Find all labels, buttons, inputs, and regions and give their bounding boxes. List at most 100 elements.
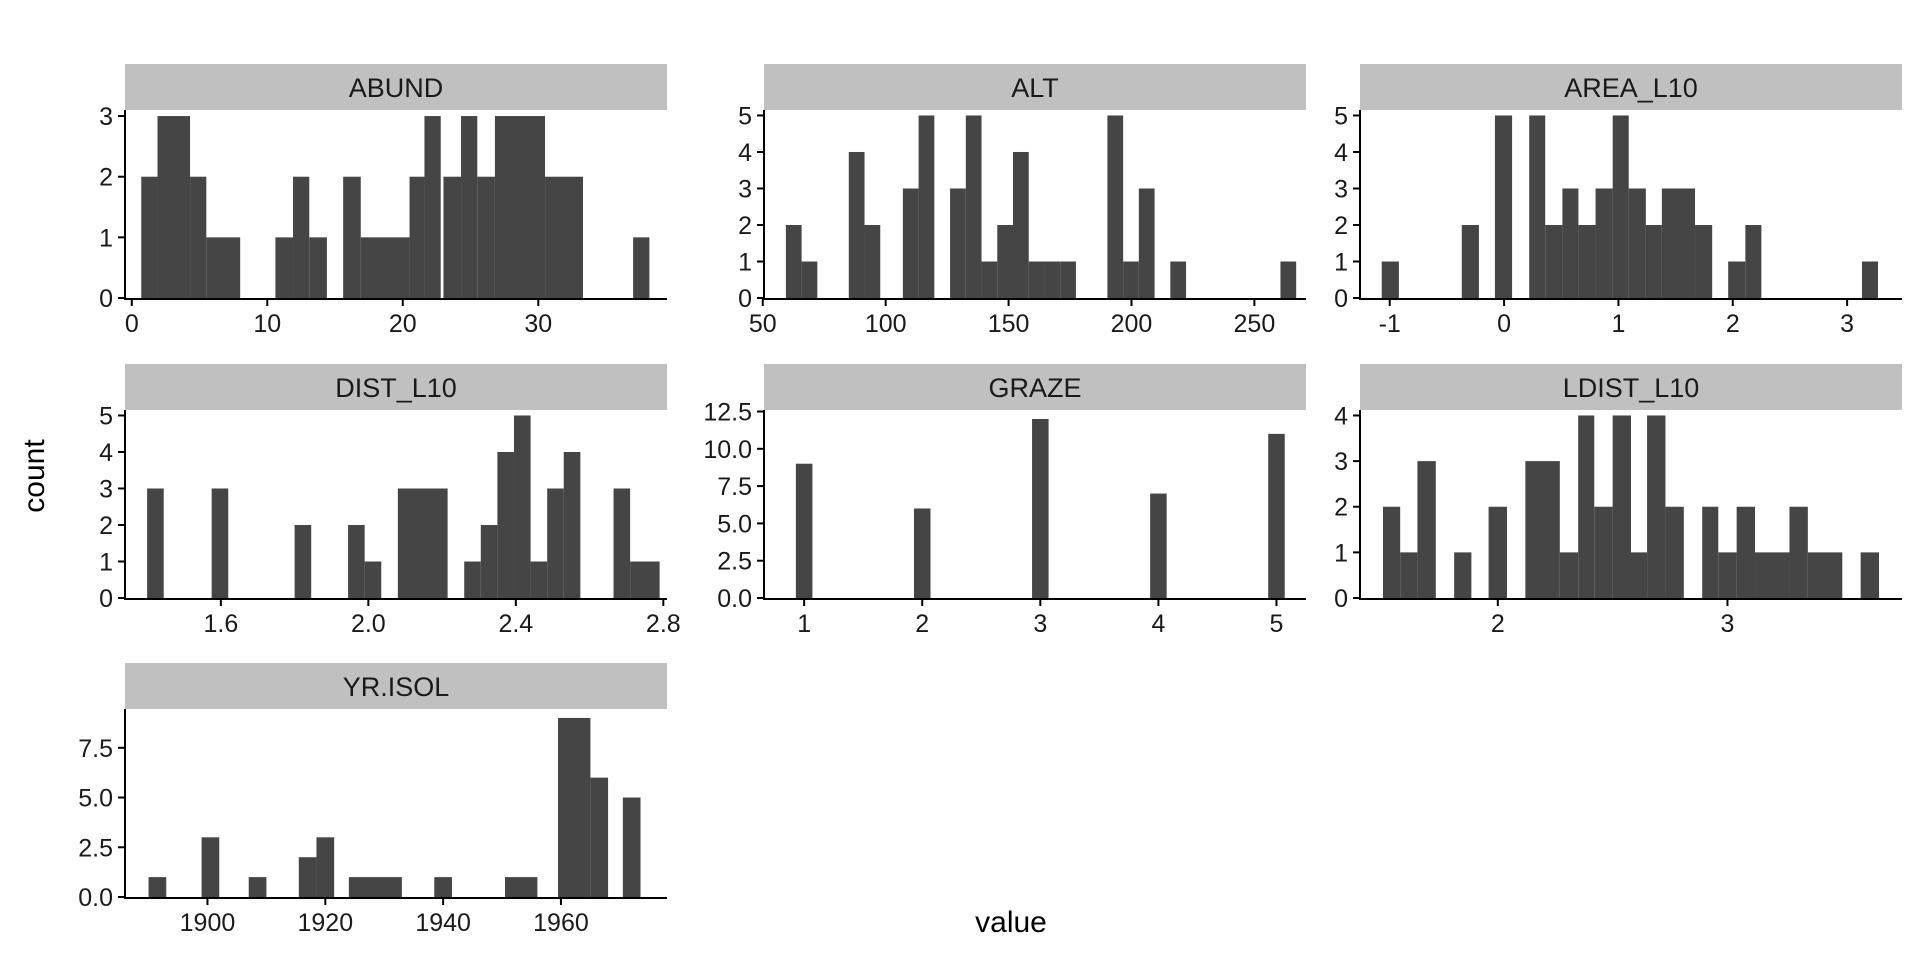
histogram-bar [147,488,164,598]
histogram-bar [1631,552,1648,598]
histogram-bar [1578,224,1596,298]
histogram-bar [1665,506,1684,598]
x-tick-label: 50 [749,310,777,338]
histogram-bar [494,116,546,298]
x-tick-label: 20 [389,310,417,338]
histogram-bar [293,176,310,298]
histogram-bar [409,176,425,298]
y-axis-title: count [18,439,51,513]
histogram-bar [464,561,481,598]
x-tick-label: 1940 [415,909,471,937]
histogram-bar [504,877,538,897]
histogram-bar [590,777,609,897]
histogram-bar [477,176,495,298]
y-tick-label: 4 [1334,402,1348,430]
y-tick-label: 4 [99,439,113,467]
x-tick-label: 2.0 [351,610,386,638]
y-tick-label: 3 [738,175,752,203]
y-tick-label: 2.5 [78,834,113,862]
histogram-bar [1381,261,1399,298]
facet-label: ALT [1011,73,1059,103]
histogram-bar [1545,224,1563,298]
histogram-bar [864,224,881,298]
y-tick-label: 5.0 [717,510,752,538]
histogram-bar [965,115,982,298]
x-tick-label: 2 [1491,610,1505,638]
histogram-bar [1123,261,1139,298]
histogram-bar [480,524,498,598]
histogram-bar [530,561,548,598]
histogram-bar [1695,224,1713,298]
facet-label: ABUND [349,73,444,103]
histogram-bar [1647,415,1666,598]
histogram-bar [1718,552,1737,598]
facet-strip [1360,364,1902,410]
x-tick-label: 4 [1151,610,1165,638]
x-tick-label: 1900 [180,909,236,937]
histogram-bar [1612,415,1631,598]
x-tick-label: 3 [1033,610,1047,638]
histogram-bar [997,224,1013,298]
histogram-bar [1702,506,1719,598]
y-tick-label: 3 [1334,448,1348,476]
histogram-bar [348,524,365,598]
histogram-bar [1268,433,1285,598]
histogram-bar [950,188,966,298]
histogram-bar [141,176,158,298]
histogram-bar [1044,261,1061,298]
panel-yr-isol: YR.ISOL 0.0 2.5 5.0 7.5 1900 1920 1940 1960 [78,663,667,937]
histogram-bar [913,508,931,598]
y-tick-label: 5.0 [78,785,113,813]
histogram-bar [1736,506,1756,598]
y-tick-label: 1 [99,548,113,576]
histogram-bar [1595,188,1613,298]
histogram-bar [1060,261,1076,298]
histogram-bar [1488,506,1507,598]
y-tick-label: 12.5 [703,398,752,426]
x-tick-label: 3 [1721,610,1735,638]
y-tick-label: 2 [738,212,752,240]
y-tick-label: 1 [1334,539,1348,567]
y-tick-label: 0 [1334,585,1348,613]
panel-area-l10: AREA_L10 0 1 2 3 4 5 -1 0 1 2 3 [1334,64,1902,338]
histogram-bar [1494,115,1513,298]
histogram-bar [1138,188,1155,298]
histogram-bar [1578,415,1595,598]
y-tick-label: 3 [99,475,113,503]
histogram-bar [157,116,191,298]
histogram-bar [1400,552,1418,598]
histogram-bar [1170,261,1187,298]
histogram-bar [1280,261,1297,298]
histogram-bar [1661,188,1696,298]
x-tick-label: 5 [1270,610,1284,638]
y-tick-label: 2 [99,512,113,540]
histogram-bar [1559,552,1579,598]
facet-strip [1360,64,1902,110]
y-tick-label: 2 [1334,212,1348,240]
x-tick-label: 250 [1234,310,1276,338]
histogram-bar [630,561,660,598]
x-axis-title: value [975,906,1047,939]
histogram-bar [801,261,818,298]
histogram-bar [1645,224,1662,298]
y-tick-label: 7.5 [717,473,752,501]
x-tick-label: 200 [1111,310,1153,338]
histogram-bar [248,877,267,897]
histogram-bar [461,116,478,298]
facet-strip [125,64,667,110]
histogram-bar [298,857,317,897]
panel-dist-l10: DIST_L10 0 1 2 3 4 5 1.6 2.0 2.4 2.8 [99,364,681,638]
histogram-bar [434,877,452,897]
y-tick-label: 1 [1334,248,1348,276]
y-tick-label: 2 [1334,494,1348,522]
x-tick-label: 150 [988,310,1030,338]
histogram-bar [343,176,361,298]
histogram-bar [1807,552,1843,598]
histogram-bar [848,151,865,298]
histogram-bar [397,488,448,598]
histogram-bar [545,176,583,298]
facet-label: DIST_L10 [335,373,457,403]
histogram-bar [1612,115,1629,298]
